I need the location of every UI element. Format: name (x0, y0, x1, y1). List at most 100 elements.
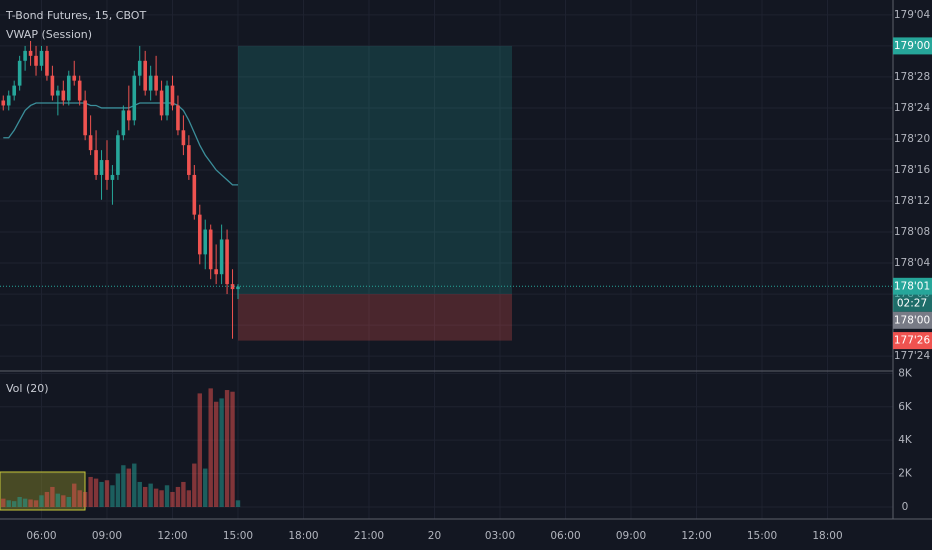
candle-body (105, 160, 109, 180)
volume-title: Vol (20) (6, 382, 49, 395)
volume-bar (208, 388, 213, 507)
volume-bar (170, 491, 175, 507)
candle-body (17, 60, 22, 86)
volume-bar (137, 481, 142, 507)
volume-bar (1, 498, 6, 507)
candle-body (176, 105, 180, 131)
x-tick-label: 09:00 (92, 530, 122, 542)
x-tick-label: 12:00 (681, 530, 711, 542)
y-tick-label: 6K (898, 401, 913, 413)
plot-area (0, 40, 893, 507)
candle-body (99, 160, 104, 175)
x-tick-label: 20 (428, 530, 441, 542)
volume-bar (121, 465, 126, 507)
profit-zone (237, 45, 513, 295)
price-tag (893, 277, 932, 295)
candle-body (121, 110, 126, 136)
volume-bar (110, 485, 115, 507)
volume-bar (17, 496, 22, 507)
candle-body (28, 50, 33, 56)
volume-bar (99, 481, 104, 507)
candle-body (34, 55, 38, 66)
candle-body (77, 80, 82, 101)
y-tick-label: 8K (898, 367, 913, 379)
volume-bar (175, 486, 181, 507)
volume-bar (159, 490, 164, 507)
candle-body (203, 229, 208, 255)
candle-body (159, 90, 164, 116)
candle-body (116, 135, 120, 175)
x-tick-label: 18:00 (812, 530, 842, 542)
volume-bar (6, 500, 11, 507)
countdown-label: 02:27 (897, 297, 927, 309)
candle-body (208, 229, 213, 270)
candle-body (219, 239, 224, 275)
candle-body (12, 85, 16, 96)
candle-body (230, 284, 235, 290)
x-tick-label: 15:00 (747, 530, 777, 542)
volume-bar (33, 500, 39, 507)
candle-body (83, 100, 87, 136)
volume-bar (104, 480, 110, 507)
volume-bar (148, 483, 153, 507)
volume-bar (132, 463, 137, 507)
candle-body (94, 150, 98, 175)
candle-body (137, 60, 142, 76)
candle-body (236, 286, 240, 290)
candle-body (72, 75, 77, 81)
volume-bar (224, 390, 230, 507)
x-tick-label: 15:00 (223, 530, 253, 542)
candle-body (56, 90, 60, 96)
volume-bar (142, 486, 148, 507)
y-tick-label: 2K (898, 468, 913, 480)
volume-bar (88, 476, 93, 507)
price-tag (893, 311, 932, 329)
y-tick-label: 178'08 (894, 226, 930, 238)
x-tick-label: 06:00 (26, 530, 56, 542)
candle-body (132, 75, 137, 121)
y-tick-label: 178'20 (894, 133, 930, 145)
volume-bar (126, 468, 132, 507)
volume-bar (181, 481, 186, 507)
volume-bar (28, 499, 33, 507)
volume-bar (39, 495, 44, 507)
candle-body (6, 95, 11, 106)
price-tag-label: 178'01 (894, 280, 930, 292)
y-tick-label: 178'04 (894, 257, 931, 269)
volume-bar (82, 491, 88, 507)
volume-bar (115, 473, 121, 507)
volume-bar (197, 393, 202, 507)
candle-body (148, 75, 153, 91)
x-tick-label: 06:00 (550, 530, 580, 542)
y-tick-label: 178'12 (894, 195, 930, 207)
x-tick-label: 12:00 (157, 530, 187, 542)
volume-bar (22, 498, 28, 507)
volume-bar (230, 391, 235, 507)
volume-bar (93, 478, 99, 507)
volume-bar (72, 483, 77, 507)
price-tag-label: 179'00 (894, 40, 930, 52)
x-tick-label: 18:00 (288, 530, 318, 542)
volume-bar (55, 493, 61, 507)
price-tag (893, 37, 932, 55)
price-tag-label: 177'26 (894, 335, 931, 347)
candle-body (170, 85, 175, 106)
candle-body (61, 90, 66, 101)
candle-body (165, 85, 169, 116)
volume-bar (235, 500, 241, 507)
candle-body (88, 135, 93, 151)
candle-body (154, 75, 158, 91)
volume-bar (219, 398, 224, 507)
volume-bar (203, 468, 208, 507)
vwap-line (3, 102, 238, 186)
volume-bar (164, 485, 170, 507)
candle-body (214, 269, 218, 275)
volume-bar (213, 401, 219, 507)
countdown-tag (893, 294, 932, 312)
y-tick-label: 178'16 (894, 164, 931, 176)
candle-body (39, 50, 44, 66)
x-tick-label: 09:00 (616, 530, 646, 542)
volume-bar (153, 488, 159, 507)
